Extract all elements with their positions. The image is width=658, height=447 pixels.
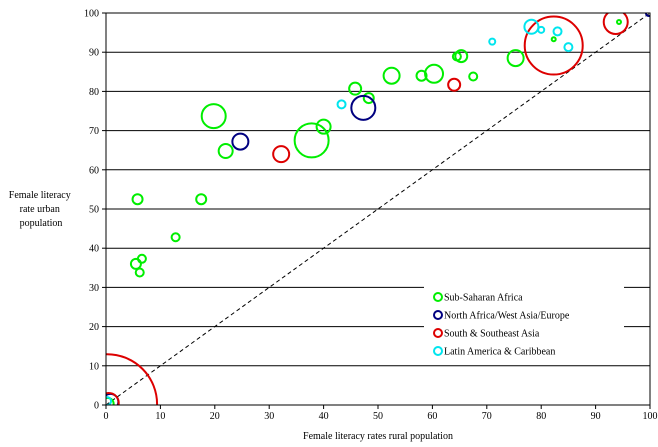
y-axis-title-line-1: Female literacy [9, 190, 71, 201]
x-tick-label-80: 80 [536, 411, 546, 422]
bubble-series-0-point-7 [217, 142, 234, 159]
y-axis-title: Female literacy rate urban population [9, 190, 73, 229]
bubble-series-0-point-13 [415, 69, 428, 82]
bubble-series-0-point-10 [348, 81, 363, 96]
bubble-series-0-point-19 [550, 36, 557, 43]
y-tick-label-90: 90 [89, 48, 99, 59]
legend-box [424, 286, 624, 363]
bubble-series-3-point-6 [106, 396, 113, 405]
bubbles-layer [106, 13, 650, 405]
bubble-series-0-point-4 [170, 232, 181, 243]
y-tick-label-30: 30 [89, 283, 99, 294]
bubble-series-0-point-16 [454, 49, 469, 64]
x-tick-label-20: 20 [210, 411, 220, 422]
legend-label-1: North Africa/West Asia/Europe [444, 311, 570, 322]
bubble-series-1-point-2 [644, 13, 650, 17]
bubble-series-3-point-0 [336, 99, 347, 110]
bubble-series-0-point-0 [131, 193, 144, 206]
bubble-series-0-point-11 [362, 92, 375, 105]
y-axis-title-line-3: population [20, 218, 63, 229]
bubble-series-0-point-18 [506, 49, 525, 68]
bubble-series-0-point-2 [136, 253, 147, 264]
x-axis-title: Female literacy rates rural population [303, 431, 453, 442]
x-tick-label-100: 100 [643, 411, 658, 422]
bubble-series-2-point-1 [447, 77, 462, 92]
y-axis-title-line-2: rate urban [20, 204, 60, 215]
legend-label-0: Sub-Saharan Africa [444, 293, 523, 304]
y-tick-label-70: 70 [89, 126, 99, 137]
y-tick-label-80: 80 [89, 87, 99, 98]
y-tick-label-0: 0 [94, 401, 99, 412]
bubble-series-0-point-1 [129, 257, 142, 270]
bubble-series-0-point-8 [293, 122, 330, 159]
bubble-series-3-point-4 [552, 26, 563, 37]
bubble-series-3-point-2 [523, 18, 540, 35]
bubble-series-0-point-3 [134, 267, 145, 278]
y-tick-label-100: 100 [84, 9, 99, 20]
bubble-series-0-point-9 [315, 118, 332, 135]
y-tick-label-40: 40 [89, 244, 99, 255]
x-tick-label-40: 40 [319, 411, 329, 422]
bubble-series-2-point-3 [602, 13, 629, 36]
x-tick-label-0: 0 [104, 411, 109, 422]
legend-marker-0 [433, 292, 443, 302]
bubble-series-3-point-1 [488, 37, 497, 46]
y-tick-label-10: 10 [89, 361, 99, 372]
legend-marker-3 [433, 346, 443, 356]
bubble-series-3-point-5 [563, 42, 574, 53]
legend: Sub-Saharan Africa North Africa/West Asia… [424, 286, 624, 363]
bubble-series-1-point-1 [350, 94, 377, 121]
x-tick-label-60: 60 [427, 411, 437, 422]
x-tick-label-10: 10 [155, 411, 165, 422]
bubble-series-0-point-17 [468, 71, 479, 82]
bubble-series-3-point-3 [537, 25, 546, 34]
bubble-series-2-point-5 [106, 392, 120, 405]
x-axis-ticks: 0 10 20 30 40 50 60 70 80 90 100 [104, 405, 658, 422]
x-tick-label-70: 70 [482, 411, 492, 422]
y-tick-label-60: 60 [89, 165, 99, 176]
bubble-series-2-point-0 [272, 145, 291, 164]
bubble-series-2-point-4 [106, 353, 159, 405]
bubble-series-0-point-14 [424, 63, 445, 84]
legend-marker-1 [433, 310, 443, 320]
legend-marker-2 [433, 328, 443, 338]
x-tick-label-50: 50 [373, 411, 383, 422]
bubble-series-0-point-6 [200, 103, 227, 130]
y-tick-label-20: 20 [89, 322, 99, 333]
bubble-series-0-point-12 [382, 66, 401, 85]
y-tick-label-50: 50 [89, 205, 99, 216]
x-tick-label-90: 90 [591, 411, 601, 422]
x-tick-label-30: 30 [264, 411, 274, 422]
bubble-series-0-point-5 [195, 193, 208, 206]
bubble-series-1-point-0 [231, 132, 250, 151]
legend-label-2: South & Southeast Asia [444, 329, 540, 340]
legend-label-3: Latin America & Caribbean [444, 347, 555, 358]
bubble-series-0-point-20 [615, 19, 622, 26]
bubble-series-2-point-2 [523, 15, 584, 76]
y-axis-ticks: 0 10 20 30 40 50 60 70 80 90 100 [84, 9, 106, 412]
